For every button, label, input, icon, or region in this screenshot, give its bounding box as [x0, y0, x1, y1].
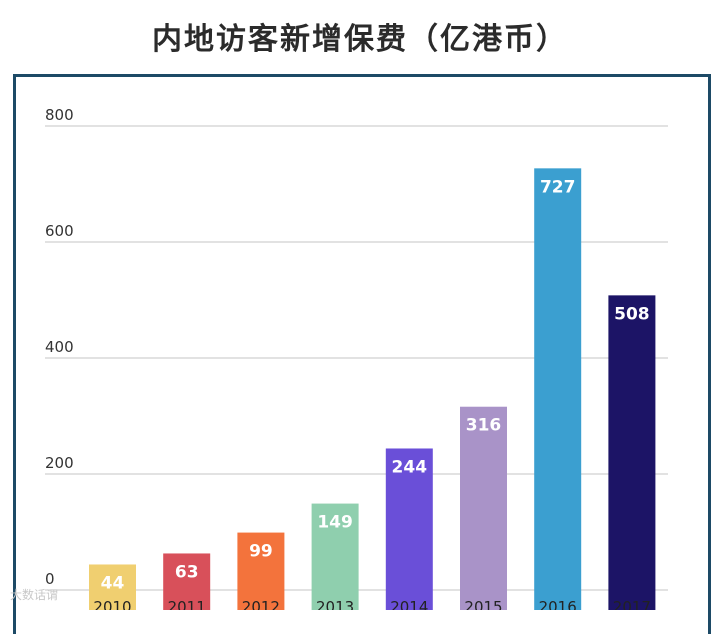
- bar-2016: [534, 168, 582, 610]
- x-tick-label-2012: 2012: [242, 598, 280, 610]
- value-label-2010: 44: [101, 573, 125, 593]
- bar-2011: [163, 553, 211, 610]
- value-label-2013: 149: [317, 513, 353, 533]
- y-axis-tick-labels: 0 200 400 600 800: [45, 106, 74, 588]
- x-tick-label-2016: 2016: [539, 598, 577, 610]
- x-tick-label-2014: 2014: [390, 598, 428, 610]
- x-tick-label-2010: 2010: [93, 598, 131, 610]
- x-axis-tick-labels: 2010 2011 2012 2013 2014 2015 2016 2017: [93, 598, 651, 610]
- bar-2012: [237, 532, 285, 610]
- chart-title: 内地访客新增保费（亿港币）: [152, 22, 568, 57]
- value-labels: 44 63 99 149 244 316 727 508: [101, 177, 650, 593]
- bar-2017: [608, 295, 656, 610]
- value-label-2015: 316: [466, 416, 502, 436]
- value-label-2014: 244: [392, 457, 428, 477]
- y-tick-label-600: 600: [45, 222, 74, 240]
- bar-2015: [460, 406, 507, 610]
- bars: [89, 168, 656, 610]
- watermark-text: 大数话谓: [10, 588, 59, 602]
- value-label-2011: 63: [175, 562, 199, 582]
- value-label-2017: 508: [614, 304, 650, 324]
- y-tick-label-800: 800: [45, 106, 74, 124]
- bar-2010: [89, 564, 136, 610]
- bar-chart: 0 200 400 600 800 44 63 99 149 244 316 727 508 2010…: [45, 106, 668, 610]
- y-tick-label-0: 0: [45, 570, 55, 588]
- x-tick-label-2015: 2015: [464, 598, 502, 610]
- chart-frame: [13, 74, 711, 634]
- value-label-2016: 727: [540, 177, 576, 197]
- value-label-2012: 99: [249, 542, 273, 562]
- y-tick-label-400: 400: [45, 338, 74, 356]
- x-tick-label-2013: 2013: [316, 598, 354, 610]
- y-tick-label-200: 200: [45, 454, 74, 472]
- x-tick-label-2017: 2017: [613, 598, 651, 610]
- x-tick-label-2011: 2011: [168, 598, 206, 610]
- bar-2013: [311, 503, 359, 610]
- bar-2014: [385, 448, 433, 610]
